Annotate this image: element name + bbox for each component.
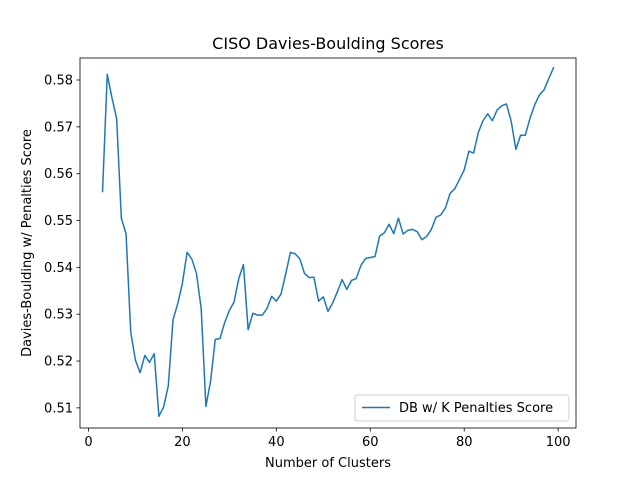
y-tick-label: 0.51 xyxy=(44,401,73,416)
chart-title: CISO Davies-Boulding Scores xyxy=(212,34,444,53)
x-tick-label: 20 xyxy=(174,435,191,450)
series-line xyxy=(101,66,555,418)
y-tick-label: 0.52 xyxy=(44,355,73,370)
y-tick-label: 0.53 xyxy=(44,308,73,323)
x-axis-ticks: 0 20 40 60 80 100 xyxy=(84,428,571,450)
x-tick-label: 80 xyxy=(456,435,473,450)
x-axis-label: Number of Clusters xyxy=(265,456,391,471)
plot-area-frame xyxy=(79,57,577,429)
y-tick-label: 0.56 xyxy=(44,167,73,182)
x-tick-label: 100 xyxy=(546,435,571,450)
y-tick-label: 0.58 xyxy=(44,74,73,89)
legend-box xyxy=(354,394,570,422)
y-tick-label: 0.57 xyxy=(44,120,73,135)
y-tick-label: 0.54 xyxy=(44,261,73,276)
y-axis-ticks: 0.51 0.52 0.53 0.54 0.55 0.56 0.57 0.58 xyxy=(44,74,80,416)
legend: DB w/ K Penalties Score xyxy=(354,394,570,422)
y-axis-label: Davies-Boulding w/ Penalties Score xyxy=(20,129,35,357)
x-tick-label: 0 xyxy=(84,435,92,450)
x-tick-label: 60 xyxy=(362,435,379,450)
y-tick-label: 0.55 xyxy=(44,214,73,229)
legend-label: DB w/ K Penalties Score xyxy=(399,401,553,416)
x-tick-label: 40 xyxy=(268,435,285,450)
